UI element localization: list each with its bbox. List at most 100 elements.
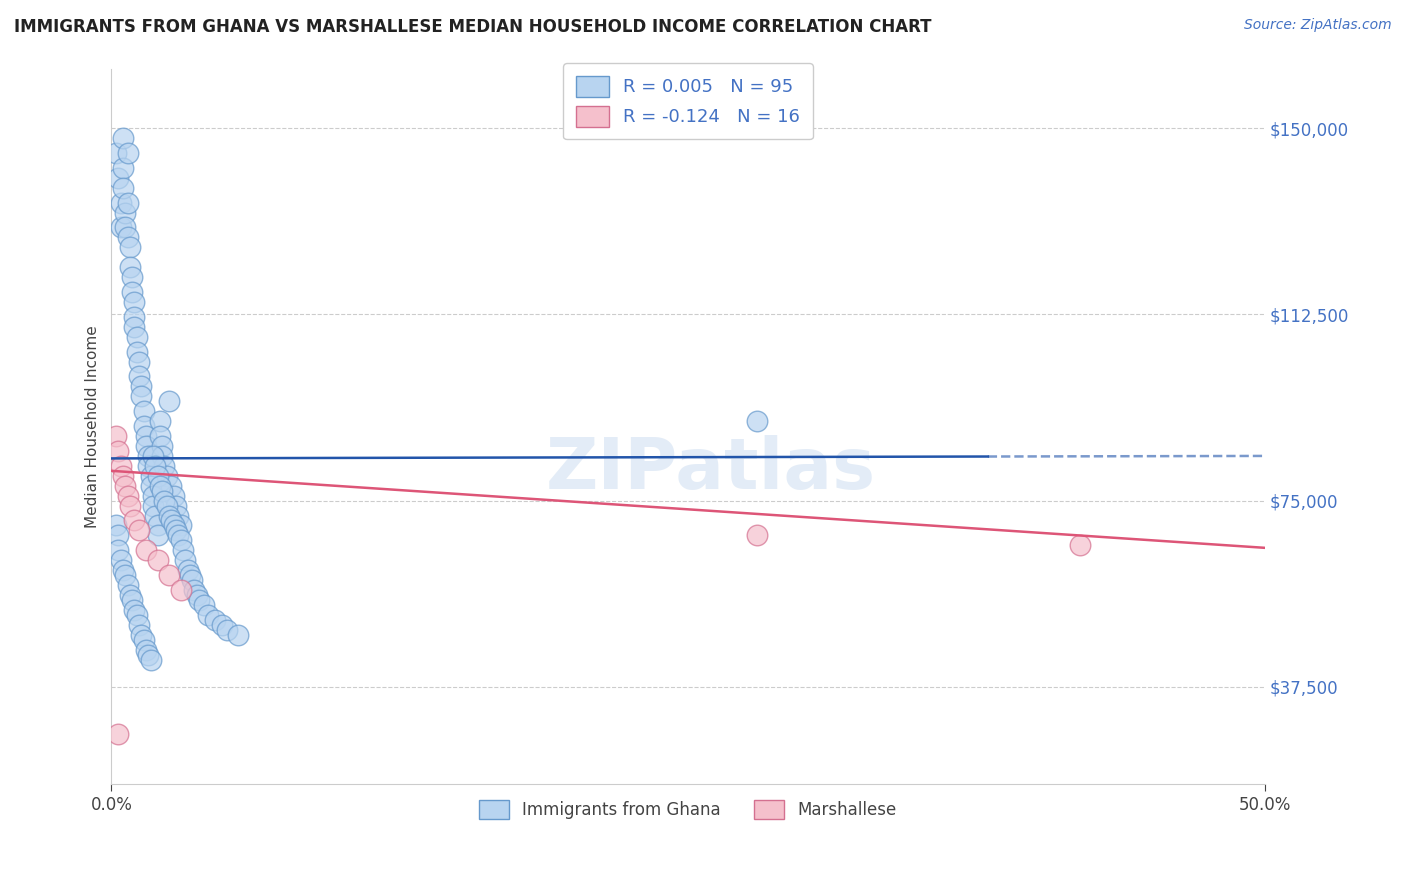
Point xyxy=(167,508,190,523)
Point xyxy=(136,458,159,473)
Point xyxy=(197,607,219,622)
Point xyxy=(143,458,166,473)
Point xyxy=(117,230,139,244)
Point xyxy=(135,429,157,443)
Point xyxy=(153,493,176,508)
Point xyxy=(174,553,197,567)
Point xyxy=(153,458,176,473)
Point xyxy=(110,195,132,210)
Point xyxy=(107,170,129,185)
Point xyxy=(135,543,157,558)
Point xyxy=(157,394,180,409)
Point xyxy=(117,145,139,160)
Point xyxy=(110,458,132,473)
Point xyxy=(110,553,132,567)
Point xyxy=(747,414,769,428)
Point xyxy=(111,131,134,145)
Point xyxy=(142,499,165,513)
Point xyxy=(163,518,186,533)
Point xyxy=(136,449,159,463)
Point xyxy=(121,285,143,299)
Point xyxy=(149,479,172,493)
Point xyxy=(150,449,173,463)
Point xyxy=(131,379,153,393)
Point xyxy=(105,145,128,160)
Point xyxy=(125,607,148,622)
Point xyxy=(163,489,186,503)
Point xyxy=(139,652,162,666)
Point xyxy=(146,468,169,483)
Y-axis label: Median Household Income: Median Household Income xyxy=(86,325,100,527)
Point xyxy=(150,439,173,453)
Point xyxy=(157,508,180,523)
Point xyxy=(176,563,198,577)
Point xyxy=(146,528,169,542)
Text: ZIPatlas: ZIPatlas xyxy=(546,434,876,504)
Point xyxy=(204,613,226,627)
Point xyxy=(107,528,129,542)
Point xyxy=(226,628,249,642)
Point xyxy=(124,319,146,334)
Point xyxy=(107,727,129,741)
Point xyxy=(118,240,141,254)
Point xyxy=(157,568,180,582)
Point xyxy=(114,568,136,582)
Point xyxy=(131,389,153,403)
Point xyxy=(193,598,215,612)
Point xyxy=(172,543,194,558)
Point xyxy=(121,593,143,607)
Point xyxy=(124,310,146,324)
Point xyxy=(150,483,173,498)
Point xyxy=(114,205,136,219)
Point xyxy=(111,180,134,194)
Point xyxy=(139,468,162,483)
Point xyxy=(107,444,129,458)
Point xyxy=(149,429,172,443)
Point xyxy=(146,553,169,567)
Point xyxy=(160,514,183,528)
Point xyxy=(117,195,139,210)
Point xyxy=(143,508,166,523)
Point xyxy=(188,593,211,607)
Point xyxy=(117,578,139,592)
Point xyxy=(135,439,157,453)
Point xyxy=(747,528,769,542)
Point xyxy=(114,479,136,493)
Point xyxy=(183,582,205,597)
Point xyxy=(135,642,157,657)
Point xyxy=(139,479,162,493)
Text: IMMIGRANTS FROM GHANA VS MARSHALLESE MEDIAN HOUSEHOLD INCOME CORRELATION CHART: IMMIGRANTS FROM GHANA VS MARSHALLESE MED… xyxy=(14,18,932,36)
Point xyxy=(132,632,155,647)
Point xyxy=(117,489,139,503)
Point xyxy=(142,449,165,463)
Point xyxy=(121,270,143,285)
Point xyxy=(125,344,148,359)
Point xyxy=(149,414,172,428)
Point xyxy=(142,489,165,503)
Point xyxy=(128,617,150,632)
Point xyxy=(128,369,150,384)
Point xyxy=(132,419,155,434)
Point xyxy=(132,404,155,418)
Point xyxy=(181,573,204,587)
Point xyxy=(160,479,183,493)
Point xyxy=(165,499,187,513)
Point xyxy=(128,354,150,368)
Point xyxy=(118,588,141,602)
Point xyxy=(156,468,179,483)
Point xyxy=(169,582,191,597)
Legend: Immigrants from Ghana, Marshallese: Immigrants from Ghana, Marshallese xyxy=(472,793,904,825)
Point xyxy=(128,524,150,538)
Point xyxy=(107,543,129,558)
Point xyxy=(118,499,141,513)
Point xyxy=(215,623,238,637)
Point xyxy=(111,468,134,483)
Point xyxy=(179,568,201,582)
Point xyxy=(124,603,146,617)
Point xyxy=(111,563,134,577)
Point xyxy=(124,514,146,528)
Point xyxy=(124,295,146,310)
Point xyxy=(105,518,128,533)
Text: Source: ZipAtlas.com: Source: ZipAtlas.com xyxy=(1244,18,1392,32)
Point xyxy=(146,518,169,533)
